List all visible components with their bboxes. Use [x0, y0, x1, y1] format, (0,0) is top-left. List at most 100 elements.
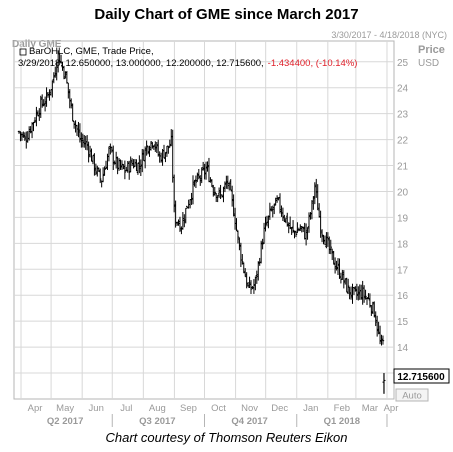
study-icon	[19, 48, 27, 56]
ohlc-bar	[344, 278, 347, 285]
ohlc-bar	[172, 174, 176, 213]
ohlc-bar	[346, 278, 350, 295]
ohlc-bar	[312, 196, 315, 210]
ohlc-bar	[184, 207, 187, 224]
currency-label: USD	[418, 58, 439, 69]
x-month-label: May	[56, 403, 74, 414]
ohlc-bar	[155, 141, 158, 153]
ohlc-bar	[104, 160, 108, 169]
ohlc-bar	[42, 99, 45, 107]
x-month-label: Apr	[384, 403, 399, 414]
ohlc-bar	[43, 96, 47, 112]
x-quarter-label: Q2 2017	[47, 416, 83, 427]
ohlc-bar	[56, 50, 60, 73]
ohlc-bar	[149, 141, 153, 151]
x-quarter-label: Q4 2017	[231, 416, 267, 427]
ohlc-bar	[225, 175, 228, 189]
price-axis-title: Price	[418, 44, 445, 56]
y-tick-label: 23	[397, 110, 409, 121]
ohlc-bar	[316, 184, 319, 211]
ohlc-bar	[331, 248, 334, 261]
ohlc-bar	[101, 167, 105, 183]
ohlc-bar	[230, 185, 234, 207]
x-month-label: Dec	[271, 403, 288, 414]
y-axis: 13141516171819202122232425	[397, 58, 409, 380]
ohlc-bar	[183, 214, 186, 228]
ohlc-bar	[294, 230, 298, 238]
x-month-label: Jul	[120, 403, 132, 414]
x-month-label: Oct	[211, 403, 226, 414]
ohlc-bar	[245, 272, 248, 289]
ohlc-bar	[193, 180, 196, 187]
y-tick-label: 20	[397, 187, 409, 198]
ohlc-bar	[128, 160, 131, 180]
x-quarter-label: Q1 2018	[324, 416, 360, 427]
ohlc-bar	[33, 117, 37, 123]
ohlc-bar	[30, 122, 34, 139]
study-legend: BarOHLC, GME, Trade Price, 3/29/2018, 12…	[18, 46, 357, 69]
ohlc-bar	[326, 232, 330, 247]
y-tick-label: 19	[397, 213, 409, 224]
ohlc-bar	[217, 187, 221, 198]
ohlc-bar	[307, 212, 311, 233]
y-tick-label: 22	[397, 136, 409, 147]
ohlc-bar	[325, 232, 328, 249]
auto-label[interactable]: Auto	[402, 391, 422, 402]
x-month-label: Sep	[180, 403, 197, 414]
ohlc-bar	[139, 159, 143, 176]
ohlc-text: 3/29/2018, 12.650000, 13.000000, 12.2000…	[18, 58, 264, 69]
ohlc-bar	[349, 286, 353, 300]
ohlc-bar	[71, 103, 74, 122]
ohlc-bar	[84, 135, 87, 150]
x-month-label: Nov	[241, 403, 258, 414]
last-price-tag: 12.715600	[393, 368, 450, 384]
ohlc-bar	[361, 280, 364, 305]
ohlc-bar	[261, 238, 264, 250]
ohlc-bar	[206, 161, 209, 172]
ohlc-bar	[204, 161, 208, 180]
ohlc-bar	[246, 282, 250, 287]
ohlc-bar	[171, 129, 174, 183]
x-month-label: Mar	[362, 403, 378, 414]
ohlc-bar	[70, 98, 73, 109]
ohlc-bar	[241, 254, 244, 265]
ohlc-bar	[123, 160, 127, 180]
y-tick-label: 25	[397, 58, 409, 69]
ohlc-bar	[362, 285, 366, 303]
ohlc-bar	[381, 335, 385, 345]
x-month-label: Feb	[334, 403, 350, 414]
ohlc-bar	[229, 179, 232, 191]
ohlc-bar	[232, 194, 235, 217]
ohlc-bar	[254, 276, 257, 291]
ohlc-bar	[196, 172, 199, 182]
ohlc-bar	[222, 186, 225, 203]
ohlc-bar	[26, 131, 29, 143]
ohlc-bar-last	[382, 373, 386, 394]
ohlc-bar	[329, 239, 332, 255]
auto-button-box[interactable]	[395, 388, 429, 402]
y-tick-label: 14	[397, 343, 409, 354]
ohlc-bar	[85, 135, 89, 151]
ohlc-bar	[138, 155, 141, 174]
x-month-label: Apr	[28, 403, 43, 414]
ohlc-bar	[200, 167, 203, 184]
ohlc-bar	[216, 195, 219, 203]
ohlc-bar	[136, 162, 140, 175]
ohlc-bar	[27, 126, 31, 141]
ohlc-bar	[299, 224, 302, 231]
y-tick-label: 15	[397, 317, 409, 328]
y-tick-label: 17	[397, 265, 409, 276]
chart-footer: Chart courtesy of Thomson Reuters Eikon	[105, 430, 348, 445]
ohlc-bar	[304, 223, 308, 246]
ohlc-bar	[107, 146, 111, 162]
ohlc-bar	[75, 124, 79, 136]
ohlc-bar	[235, 218, 238, 231]
date-range: 3/30/2017 - 4/18/2018 (NYC)	[331, 30, 447, 40]
auto-scale-button[interactable]: Auto	[395, 388, 429, 402]
price-bars	[17, 50, 386, 394]
ohlc-bar	[157, 139, 160, 157]
ohlc-bar	[306, 227, 309, 240]
ohlc-bar	[67, 82, 70, 99]
ohlc-bar	[93, 153, 96, 176]
ohlc-bar	[345, 277, 348, 293]
